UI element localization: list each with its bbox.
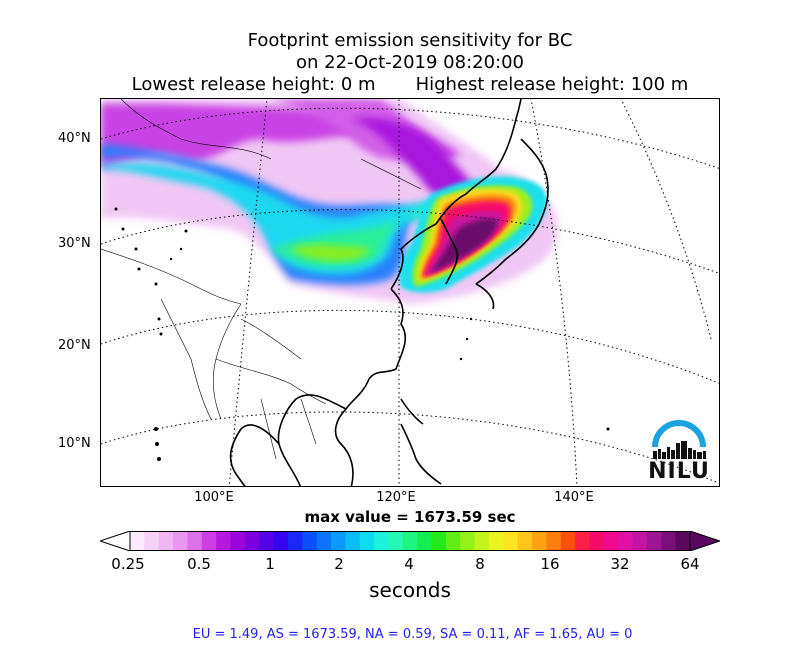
- colorbar-cell: [474, 531, 490, 551]
- map-panel: NILU: [100, 98, 720, 487]
- colorbar-cell: [173, 531, 188, 551]
- colorbar-left-extension: [100, 531, 131, 551]
- colorbar-cell: [302, 531, 318, 551]
- colorbar-cell: [402, 531, 418, 551]
- lat-label-20n: 20°N: [58, 338, 91, 353]
- colorbar-cell: [287, 531, 303, 551]
- colorbar-unit-label: seconds: [369, 578, 451, 602]
- colorbar-cell: [445, 531, 461, 551]
- plot-title-line2: on 22-Oct-2019 08:20:00: [295, 52, 525, 73]
- colorbar: [100, 531, 720, 551]
- country-borders: [101, 99, 422, 460]
- colorbar-tick-0: 0.25: [111, 555, 145, 573]
- colorbar-tick-1: 0.5: [187, 555, 211, 573]
- lon-label-120e: 120°E: [376, 490, 416, 505]
- colorbar-cell: [460, 531, 476, 551]
- colorbar-cell: [661, 531, 677, 551]
- colorbar-cell: [201, 531, 217, 551]
- lon-label-100e: 100°E: [194, 490, 234, 505]
- colorbar-cell: [316, 531, 332, 551]
- colorbar-cell: [244, 531, 260, 551]
- lon-label-140e: 140°E: [554, 490, 594, 505]
- colorbar-cell: [144, 531, 160, 551]
- colorbar-tick-3: 2: [334, 555, 344, 573]
- colorbar-cell: [632, 531, 648, 551]
- colorbar-cell: [589, 531, 605, 551]
- coastlines: [229, 99, 549, 486]
- nilu-logo-mark: [652, 420, 706, 459]
- map-canvas: [101, 99, 719, 486]
- colorbar-cell: [532, 531, 547, 551]
- colorbar-tick-6: 16: [540, 555, 560, 573]
- colorbar-cell: [431, 531, 447, 551]
- colorbar-tick-4: 4: [404, 555, 414, 573]
- lat-label-40n: 40°N: [58, 131, 91, 146]
- max-value-label: max value = 1673.59 sec: [304, 508, 516, 526]
- colorbar-cell: [488, 531, 504, 551]
- colorbar-cell: [603, 531, 619, 551]
- colorbar-cell: [503, 531, 519, 551]
- colorbar-cell: [359, 531, 375, 551]
- colorbar-tick-7: 32: [610, 555, 630, 573]
- colorbar-cell: [230, 531, 246, 551]
- colorbar-cell: [259, 531, 275, 551]
- colorbar-cell: [675, 531, 691, 551]
- colorbar-cell: [331, 531, 346, 551]
- colorbar-cell: [216, 531, 232, 551]
- colorbar-cell: [560, 531, 576, 551]
- colorbar-tick-8: 64: [680, 555, 700, 573]
- lat-label-10n: 10°N: [58, 436, 91, 451]
- colorbar-cell: [130, 531, 145, 551]
- nilu-logo-text: NILU: [648, 459, 710, 484]
- graticule: [101, 99, 719, 486]
- colorbar-cell: [575, 531, 590, 551]
- region-stats-footer: EU = 1.49, AS = 1673.59, NA = 0.59, SA =…: [192, 627, 633, 642]
- colorbar-cell: [273, 531, 289, 551]
- colorbar-cell: [374, 531, 389, 551]
- lat-label-30n: 30°N: [58, 236, 91, 251]
- colorbar-tick-2: 1: [265, 555, 275, 573]
- colorbar-cell: [646, 531, 662, 551]
- plot-title-line3: Lowest release height: 0 m Highest relea…: [131, 74, 689, 95]
- colorbar-cell: [158, 531, 174, 551]
- colorbar-cell: [417, 531, 433, 551]
- colorbar-right-extension: [689, 531, 720, 551]
- colorbar-cell: [388, 531, 404, 551]
- colorbar-cell: [618, 531, 634, 551]
- colorbar-cell: [546, 531, 562, 551]
- plot-title-line1: Footprint emission sensitivity for BC: [247, 30, 573, 51]
- colorbar-border: [129, 531, 691, 551]
- colorbar-tick-5: 8: [475, 555, 485, 573]
- colorbar-cell: [517, 531, 533, 551]
- colorbar-cell: [345, 531, 361, 551]
- nilu-logo: NILU: [647, 413, 711, 484]
- colorbar-cell: [187, 531, 203, 551]
